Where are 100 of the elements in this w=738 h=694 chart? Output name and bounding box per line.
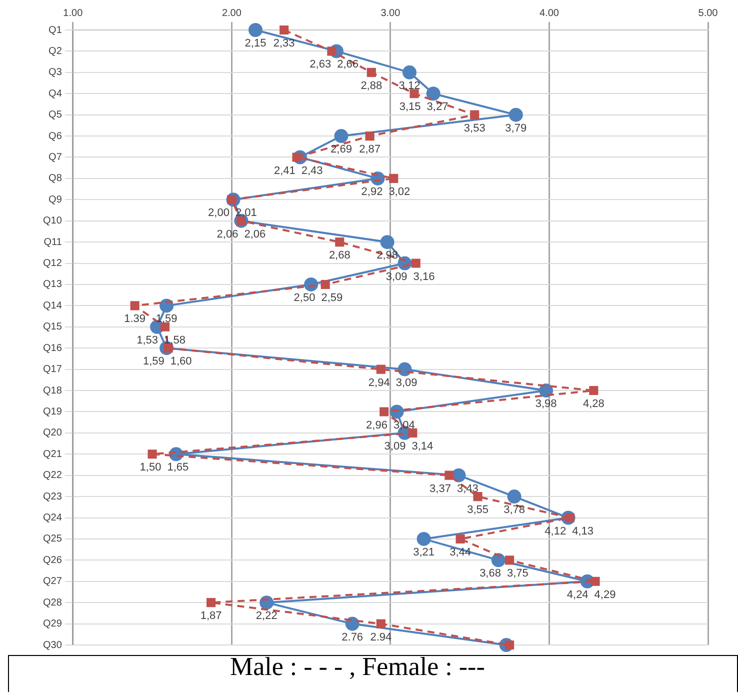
y-tick-label: Q6 [48,130,62,142]
point [345,616,360,631]
data-label: 2,69 [330,144,352,156]
point [376,619,386,628]
data-label: 3,75 [506,568,528,580]
y-tick-label: Q1 [48,24,62,36]
y-tick-label: Q28 [42,597,62,608]
point [206,598,216,608]
data-label: 3,09 [396,376,418,389]
point [376,364,386,374]
point [365,132,374,141]
data-label: 2.76 [342,631,364,644]
point [334,129,348,144]
y-tick-label: Q26 [42,554,62,566]
y-tick-label: Q19 [42,406,62,418]
data-label: 2,22 [256,610,278,622]
point [491,553,506,568]
data-label: 1,65 [167,462,189,474]
point [589,386,598,396]
point [380,407,389,416]
data-label: 2,88 [360,80,382,92]
point [366,68,376,77]
data-label: 3,44 [450,546,472,558]
point [590,576,600,586]
y-tick-label: Q20 [42,428,62,439]
y-tick-label: Q29 [42,618,62,630]
y-tick-label: Q9 [48,194,62,206]
data-label: 2,41 [274,164,296,177]
point [130,301,140,310]
data-label: 1,87 [200,610,222,622]
data-label: 1,53 [136,334,158,346]
y-tick-label: Q25 [42,534,62,545]
point [444,470,454,480]
y-tick-label: Q15 [42,322,62,333]
y-tick-label: Q5 [48,110,62,121]
text: Male : - - - , Female : --- [230,652,486,682]
data-label: 3,12 [398,80,420,92]
point [402,65,417,80]
y-tick-label: Q2 [48,46,62,57]
data-label: 1,60 [170,356,192,368]
point [507,490,522,504]
point [416,532,431,546]
point [148,450,157,459]
data-label: 4,13 [572,525,594,538]
x-tick-label: 5.00 [698,8,718,19]
data-label: 3,16 [413,270,435,283]
point [456,534,465,544]
point [504,556,514,565]
point [160,298,174,313]
data-label: 3,09 [386,270,408,283]
y-tick-label: Q11 [44,236,62,248]
x-tick-label: 1.00 [63,8,84,19]
y-tick-label: Q10 [42,216,62,227]
y-tick-label: Q27 [42,576,62,588]
y-tick-label: Q17 [42,364,62,376]
y-tick-label: Q4 [48,88,62,100]
data-label: 2.94 [370,631,392,644]
point [248,23,262,37]
data-label: 2,68 [328,250,350,262]
y-tick-label: Q13 [42,279,62,290]
data-label: 2,63 [310,58,332,71]
data-label: 1,59 [142,356,164,368]
y-tick-label: Q23 [42,491,62,502]
point [280,25,289,35]
data-label: 2,06 [244,228,266,240]
data-label: 3,53 [464,122,486,134]
x-tick-label: 3.00 [380,8,401,19]
data-label: 2,33 [273,38,295,50]
data-label: 2,50 [294,292,316,304]
x-tick-label: 4.00 [539,8,560,19]
data-label: 3,43 [456,482,478,495]
data-label: 3,68 [480,568,501,580]
data-label: 4,29 [594,588,616,601]
y-tick-label: Q30 [42,640,62,651]
data-label: 3,78 [504,504,526,516]
y-tick-label: Q24 [42,512,62,524]
data-label: 2,00 [208,207,230,220]
y-tick-label: Q14 [42,300,62,312]
y-tick-label: Q7 [48,152,62,163]
data-label: 3,02 [388,186,410,198]
data-label: 3,14 [412,440,434,452]
data-label: 2,96 [366,419,388,432]
data-label: 4,28 [582,398,604,410]
data-label: 3,21 [413,546,435,558]
y-tick-label: Q16 [42,342,62,354]
point [380,235,394,250]
data-label: 2,92 [361,186,383,198]
point [389,174,398,183]
x-tick-label: 2.00 [222,8,242,19]
y-tick-label: Q21 [42,448,62,460]
data-label: 3,15 [399,101,421,114]
point [508,108,523,122]
data-label: 3,09 [384,440,406,452]
y-tick-label: Q12 [42,258,62,270]
point [320,280,330,290]
point [473,492,482,502]
y-tick-label: Q22 [42,470,62,482]
data-label: 1,50 [140,462,162,474]
y-tick-label: Q18 [42,385,62,396]
point [426,86,440,101]
